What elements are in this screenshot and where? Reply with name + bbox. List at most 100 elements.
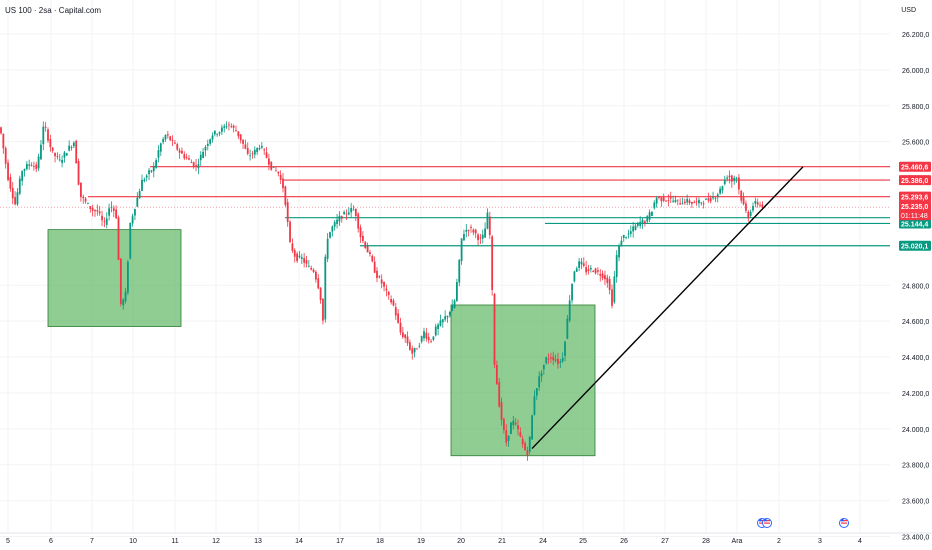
candle-body — [425, 332, 428, 339]
candle-body — [550, 357, 552, 359]
candle-body — [117, 217, 120, 260]
candle-body — [176, 144, 179, 150]
candle-body — [0, 127, 2, 134]
candle-body — [268, 158, 270, 165]
candle-body — [726, 177, 729, 179]
candle-body — [540, 373, 543, 377]
candle-body — [44, 126, 47, 128]
candle-body — [197, 164, 200, 168]
candle-body — [404, 334, 407, 338]
candle-body — [159, 143, 162, 152]
flag-stripe — [759, 522, 765, 524]
candle-body — [171, 139, 174, 141]
candle-body — [589, 268, 592, 270]
candle-body — [472, 229, 475, 233]
candle-body — [239, 134, 242, 141]
candle-body — [312, 269, 315, 272]
candle-body — [432, 336, 435, 340]
candle-body — [213, 130, 216, 135]
candle-body — [413, 348, 416, 353]
candle-body — [618, 245, 620, 258]
candle-body — [423, 331, 425, 339]
candle-body — [211, 135, 214, 140]
candle-body — [188, 158, 190, 160]
candle-body — [119, 258, 122, 304]
candle-body — [166, 134, 169, 136]
candle-body — [533, 396, 536, 415]
candle-body — [667, 200, 670, 202]
candle-body — [430, 341, 432, 343]
candle-body — [514, 422, 517, 425]
candle-body — [728, 175, 731, 178]
price-axis[interactable]: 26.200,0 26.000,0 25.800,0 25.600,0 24.800,0… — [899, 32, 931, 542]
time-axis[interactable]: 5 6 7 10 11 12 13 14 17 18 19 20 21 24 25 26 27 28 Ara 2 3 4 — [0, 532, 932, 545]
level-price-tag — [899, 240, 931, 251]
candle-body — [392, 300, 395, 306]
candle-body — [521, 438, 524, 445]
candle-body — [228, 124, 230, 126]
candle-body — [362, 235, 364, 241]
candle-body — [338, 215, 341, 222]
candles — [0, 121, 764, 461]
bar-countdown-label: 01:11:48 — [901, 213, 928, 220]
candle-body — [601, 273, 604, 279]
candle-body — [181, 150, 183, 154]
candle-body — [14, 197, 16, 205]
time-tick-label: 28 — [702, 538, 710, 545]
candle-body — [566, 318, 569, 339]
trendline[interactable] — [531, 166, 804, 450]
candle-body — [437, 324, 439, 330]
candle-body — [738, 177, 740, 190]
candle-body — [721, 186, 724, 191]
symbol-title: US 100 · 2sa · Capital.com — [5, 6, 102, 15]
level-price-tag — [899, 161, 931, 172]
candle-body — [336, 219, 338, 224]
candle-body — [298, 255, 301, 258]
candle-body — [719, 188, 721, 194]
time-tick-label: 19 — [417, 538, 425, 545]
price-tick-label: 25.800,0 — [902, 104, 929, 111]
candle-body — [733, 177, 736, 181]
candle-body — [49, 139, 52, 148]
demand-zones — [47, 229, 596, 457]
candle-body — [51, 147, 54, 151]
demand-zone — [450, 304, 596, 457]
price-tick-label: 25.600,0 — [902, 140, 929, 147]
candle-body — [23, 168, 26, 171]
candle-body — [65, 153, 68, 156]
candle-body — [495, 364, 498, 385]
horizontal-levels — [0, 166, 890, 247]
candle-body — [608, 279, 611, 290]
candle-body — [58, 159, 61, 161]
candle-body — [399, 322, 402, 333]
time-tick-label: 4 — [858, 538, 862, 545]
event-markers[interactable] — [757, 518, 849, 528]
candle-body — [270, 161, 273, 170]
candle-body — [559, 361, 562, 363]
candle-body — [676, 199, 679, 201]
candle-body — [138, 191, 141, 199]
candle-body — [18, 178, 21, 194]
candle-body — [319, 287, 322, 300]
candle-body — [479, 237, 482, 239]
candle-body — [594, 268, 597, 274]
candle-body — [343, 211, 345, 215]
level-price-tag — [899, 218, 931, 229]
candle-body — [681, 203, 684, 205]
candle-body — [75, 140, 78, 164]
candle-body — [409, 342, 411, 350]
time-tick-label: 25 — [579, 538, 587, 545]
candle-body — [578, 261, 580, 268]
candle-body — [331, 226, 334, 232]
candle-body — [597, 270, 599, 272]
candle-body — [564, 341, 566, 357]
price-tick-label: 24.200,0 — [902, 391, 929, 398]
candle-body — [486, 212, 489, 229]
candle-body — [230, 125, 233, 127]
candle-body — [691, 202, 693, 204]
level-price-label: 25.020,1 — [901, 244, 928, 251]
candle-body — [4, 148, 7, 164]
candle-body — [129, 222, 132, 259]
candle-body — [96, 210, 99, 212]
